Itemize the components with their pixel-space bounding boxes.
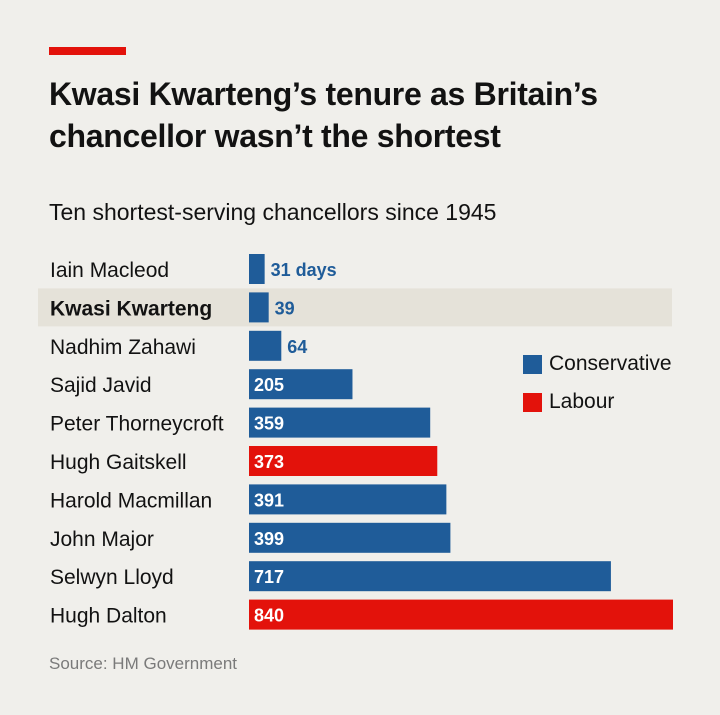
bar-harold-macmillan xyxy=(249,484,447,515)
legend-label-conservative: Conservative xyxy=(549,352,672,375)
value-label-sajid-javid: 205 xyxy=(254,375,284,395)
category-label-john-major: John Major xyxy=(50,528,154,551)
value-label-hugh-dalton: 840 xyxy=(254,606,284,626)
bar-iain-macleod xyxy=(249,254,265,284)
bar-hugh-gaitskell xyxy=(249,446,438,476)
value-label-selwyn-lloyd: 717 xyxy=(254,567,284,587)
category-label-nadhim-zahawi: Nadhim Zahawi xyxy=(50,336,196,359)
bar-peter-thorneycroft xyxy=(249,407,431,438)
bar-nadhim-zahawi xyxy=(249,330,282,361)
legend-label-labour: Labour xyxy=(549,390,615,413)
value-label-iain-macleod: 31 days xyxy=(271,260,337,280)
category-label-hugh-dalton: Hugh Dalton xyxy=(50,605,167,628)
bar-selwyn-lloyd xyxy=(249,561,611,592)
bar-hugh-dalton xyxy=(249,599,673,630)
chart-subtitle: Ten shortest-serving chancellors since 1… xyxy=(49,199,497,225)
chart-title: Kwasi Kwarteng’s tenure as Britain’s cha… xyxy=(49,76,598,154)
bar-sajid-javid xyxy=(249,369,353,400)
value-label-peter-thorneycroft: 359 xyxy=(254,414,284,434)
category-label-harold-macmillan: Harold Macmillan xyxy=(50,489,212,512)
bar-kwasi-kwarteng xyxy=(249,292,269,323)
category-label-hugh-gaitskell: Hugh Gaitskell xyxy=(50,451,187,474)
category-label-iain-macleod: Iain Macleod xyxy=(50,259,169,282)
bar-chart: Iain Macleod 31 days Kwasi Kwarteng 39 Nadhi… xyxy=(38,254,673,630)
value-label-john-major: 399 xyxy=(254,529,284,549)
category-label-selwyn-lloyd: Selwyn Lloyd xyxy=(50,566,174,589)
legend-swatch-conservative xyxy=(523,354,542,374)
legend: Conservative Labour xyxy=(523,345,672,421)
category-label-sajid-javid: Sajid Javid xyxy=(50,374,152,397)
category-label-peter-thorneycroft: Peter Thorneycroft xyxy=(50,413,224,436)
category-label-kwasi-kwarteng: Kwasi Kwarteng xyxy=(50,297,212,320)
accent-bar xyxy=(49,47,126,55)
highlight-band xyxy=(38,288,672,327)
value-label-nadhim-zahawi: 64 xyxy=(287,337,307,357)
value-label-kwasi-kwarteng: 39 xyxy=(275,298,295,318)
legend-item-labour: Labour xyxy=(523,383,672,421)
legend-swatch-labour xyxy=(523,392,542,412)
bar-john-major xyxy=(249,522,451,553)
legend-item-conservative: Conservative xyxy=(523,345,672,383)
value-label-harold-macmillan: 391 xyxy=(254,490,284,510)
source-note: Source: HM Government xyxy=(49,654,238,673)
value-label-hugh-gaitskell: 373 xyxy=(254,452,284,472)
